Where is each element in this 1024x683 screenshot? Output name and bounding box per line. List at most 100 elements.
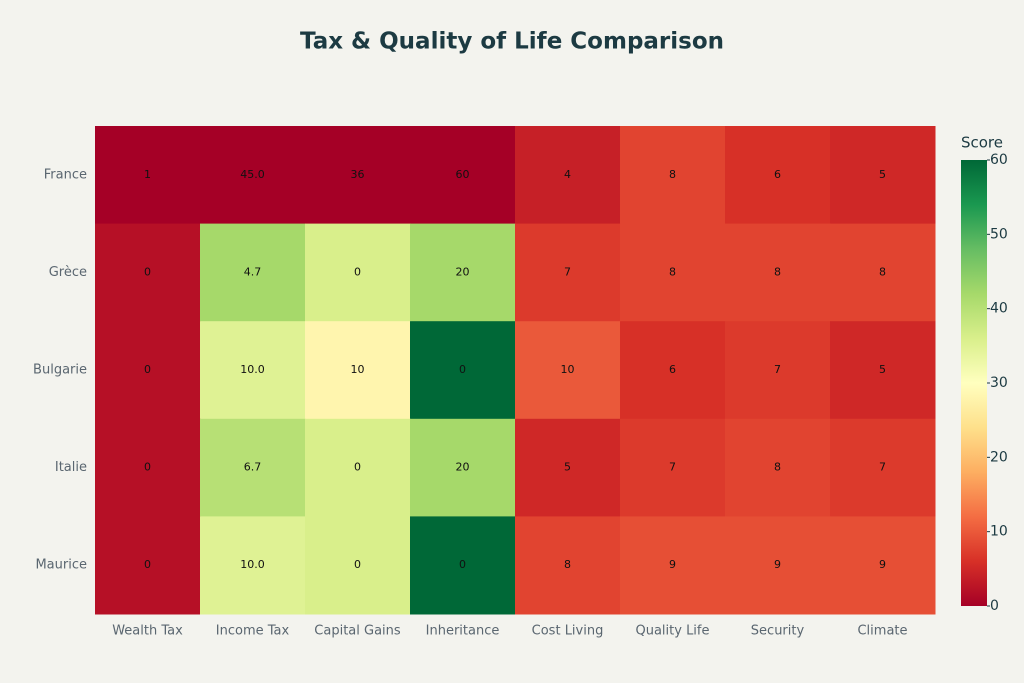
cell-label: 0	[354, 461, 361, 474]
cell-label: 10.0	[240, 558, 265, 571]
colorbar-tick-label: 50	[990, 226, 1008, 242]
heatmap-cell	[95, 223, 201, 322]
cell-label: 6.7	[244, 461, 262, 474]
heatmap-cell	[200, 516, 306, 615]
heatmap-cell	[305, 223, 411, 322]
heatmap-cell	[95, 126, 201, 225]
heatmap-cell	[200, 321, 306, 420]
x-tick-label: Cost Living	[532, 624, 604, 639]
heatmap-cell	[305, 516, 411, 615]
heatmap-cell	[305, 321, 411, 420]
cell-label: 7	[564, 265, 571, 278]
heatmap-cell	[200, 126, 306, 225]
heatmap-cell	[95, 418, 201, 517]
heatmap-cell	[410, 126, 516, 225]
cell-label: 10	[561, 363, 575, 376]
cell-label: 10.0	[240, 363, 265, 376]
cell-label: 9	[879, 558, 886, 571]
heatmap-cell	[200, 418, 306, 517]
heatmap-cell	[620, 321, 726, 420]
cell-label: 0	[354, 265, 361, 278]
y-tick-label: Grèce	[49, 265, 87, 280]
colorbar-tick-label: 10	[990, 524, 1008, 540]
cell-label: 45.0	[240, 168, 265, 181]
x-tick-label: Capital Gains	[314, 624, 401, 639]
cell-label: 9	[774, 558, 781, 571]
cell-label: 4.7	[244, 265, 262, 278]
heatmap-cell	[725, 418, 831, 517]
heatmap-cell	[305, 126, 411, 225]
cell-label: 8	[879, 265, 886, 278]
heatmap-cell	[410, 223, 516, 322]
cell-label: 36	[351, 168, 365, 181]
heatmap-cell	[830, 321, 936, 420]
x-tick-label: Inheritance	[426, 624, 500, 639]
heatmap-cell	[410, 321, 516, 420]
cell-label: 0	[144, 558, 151, 571]
cell-label: 7	[774, 363, 781, 376]
cell-label: 6	[774, 168, 781, 181]
x-tick-label: Quality Life	[635, 624, 709, 639]
cell-label: 8	[564, 558, 571, 571]
cell-label: 8	[774, 461, 781, 474]
cell-label: 20	[456, 265, 470, 278]
colorbar-title: Score	[961, 134, 1003, 152]
cell-label: 4	[564, 168, 571, 181]
cell-label: 0	[144, 265, 151, 278]
cell-label: 5	[879, 168, 886, 181]
cell-label: 9	[669, 558, 676, 571]
cell-label: 0	[459, 363, 466, 376]
y-tick-label: France	[44, 167, 87, 182]
heatmap-cell	[200, 223, 306, 322]
x-tick-label: Wealth Tax	[112, 624, 183, 639]
cell-label: 5	[564, 461, 571, 474]
heatmap-cell	[410, 516, 516, 615]
colorbar-tick-label: 60	[990, 152, 1008, 168]
cell-label: 8	[669, 168, 676, 181]
colorbar	[961, 160, 987, 606]
heatmap-cell	[725, 126, 831, 225]
colorbar-tick-label: 0	[990, 598, 999, 614]
cell-label: 10	[351, 363, 365, 376]
heatmap-cell	[95, 516, 201, 615]
heatmap-cell	[830, 223, 936, 322]
chart-title: Tax & Quality of Life Comparison	[300, 29, 724, 55]
cell-label: 8	[669, 265, 676, 278]
heatmap-cell	[515, 516, 621, 615]
heatmap-cell	[620, 516, 726, 615]
heatmap-cell	[95, 321, 201, 420]
cell-label: 1	[144, 168, 151, 181]
cell-label: 7	[669, 461, 676, 474]
cell-label: 0	[354, 558, 361, 571]
colorbar-tick-label: 40	[990, 301, 1008, 317]
heatmap-cell	[725, 223, 831, 322]
x-tick-label: Income Tax	[216, 624, 290, 639]
heatmap-cell	[410, 418, 516, 517]
cell-label: 0	[144, 363, 151, 376]
heatmap-cell	[830, 516, 936, 615]
cell-label: 7	[879, 461, 886, 474]
colorbar-tick-label: 20	[990, 449, 1008, 465]
cell-label: 0	[144, 461, 151, 474]
heatmap-cell	[515, 321, 621, 420]
x-tick-label: Security	[751, 624, 805, 639]
y-tick-label: Bulgarie	[33, 363, 87, 378]
heatmap-cell	[620, 126, 726, 225]
heatmap-cell	[305, 418, 411, 517]
heatmap-cell	[830, 126, 936, 225]
heatmap-cell	[515, 223, 621, 322]
heatmap-cell	[515, 126, 621, 225]
heatmap-cell	[620, 418, 726, 517]
cell-label: 6	[669, 363, 676, 376]
cell-label: 60	[456, 168, 470, 181]
heatmap-cell	[830, 418, 936, 517]
colorbar-tick-label: 30	[990, 375, 1008, 391]
cell-label: 20	[456, 461, 470, 474]
heatmap-cell	[725, 321, 831, 420]
heatmap-cell	[725, 516, 831, 615]
y-tick-label: Italie	[55, 460, 87, 475]
y-tick-label: Maurice	[35, 558, 87, 573]
heatmap-cell	[620, 223, 726, 322]
